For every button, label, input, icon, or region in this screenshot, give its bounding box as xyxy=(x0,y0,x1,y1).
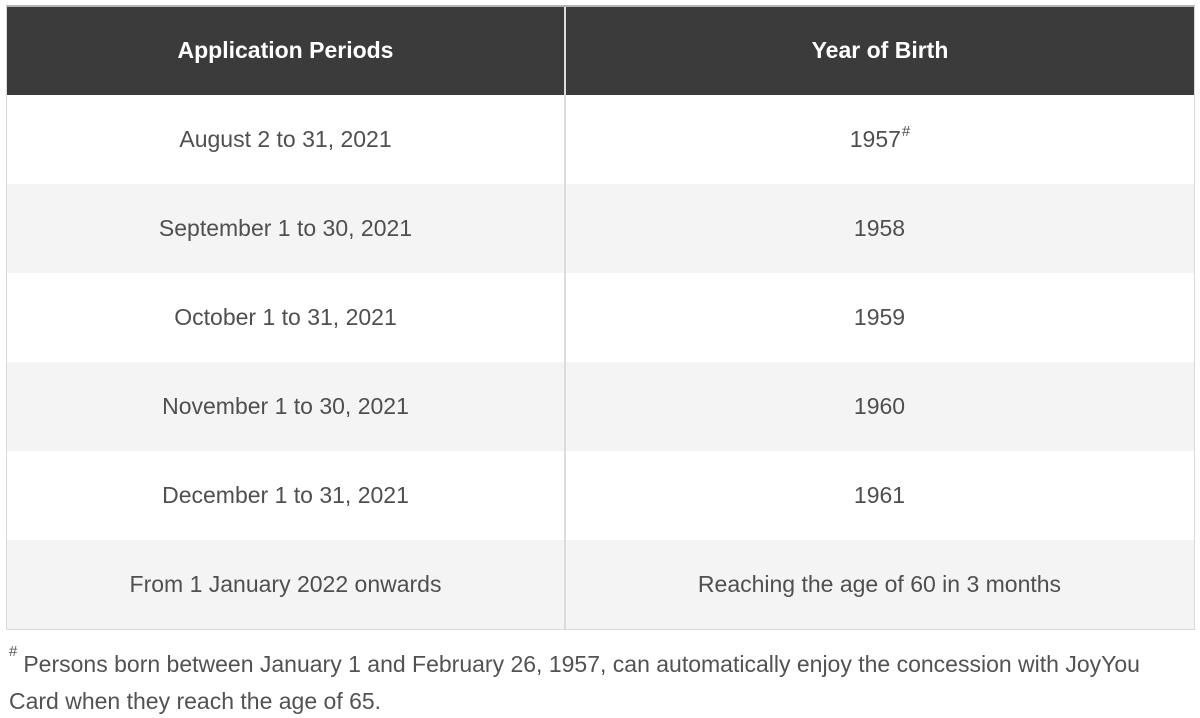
cell-year-of-birth: 1960 xyxy=(566,362,1194,451)
cell-application-period: November 1 to 30, 2021 xyxy=(7,362,566,451)
footnote-text: Persons born between January 1 and Febru… xyxy=(9,651,1140,714)
cell-application-period: September 1 to 30, 2021 xyxy=(7,184,566,273)
cell-year-of-birth: 1958 xyxy=(566,184,1194,273)
table-row: From 1 January 2022 onwards Reaching the… xyxy=(7,540,1194,629)
cell-year-of-birth: 1961 xyxy=(566,451,1194,540)
year-value: 1958 xyxy=(853,214,906,241)
cell-year-of-birth: Reaching the age of 60 in 3 months xyxy=(566,540,1194,629)
table-row: August 2 to 31, 2021 1957 # xyxy=(7,95,1194,184)
table-row: October 1 to 31, 2021 1959 xyxy=(7,273,1194,362)
year-value: 1959 xyxy=(853,303,906,330)
table-row: November 1 to 30, 2021 1960 xyxy=(7,362,1194,451)
footnote-marker: # xyxy=(9,643,18,661)
table-row: September 1 to 30, 2021 1958 xyxy=(7,184,1194,273)
year-value: Reaching the age of 60 in 3 months xyxy=(697,570,1062,597)
table-header-row: Application Periods Year of Birth xyxy=(7,7,1194,95)
year-value: 1961 xyxy=(853,481,906,508)
cell-application-period: From 1 January 2022 onwards xyxy=(7,540,566,629)
table-row: December 1 to 31, 2021 1961 xyxy=(7,451,1194,540)
cell-year-of-birth: 1959 xyxy=(566,273,1194,362)
footnote: # Persons born between January 1 and Febr… xyxy=(9,643,1194,718)
cell-application-period: August 2 to 31, 2021 xyxy=(7,95,566,184)
application-periods-table: Application Periods Year of Birth August… xyxy=(6,5,1195,630)
column-header-application-periods: Application Periods xyxy=(7,7,566,95)
year-value: 1960 xyxy=(853,392,906,419)
column-header-year-of-birth: Year of Birth xyxy=(566,7,1194,95)
cell-application-period: October 1 to 31, 2021 xyxy=(7,273,566,362)
year-value: 1957 xyxy=(849,125,901,152)
cell-year-of-birth: 1957 # xyxy=(566,95,1194,184)
cell-application-period: December 1 to 31, 2021 xyxy=(7,451,566,540)
